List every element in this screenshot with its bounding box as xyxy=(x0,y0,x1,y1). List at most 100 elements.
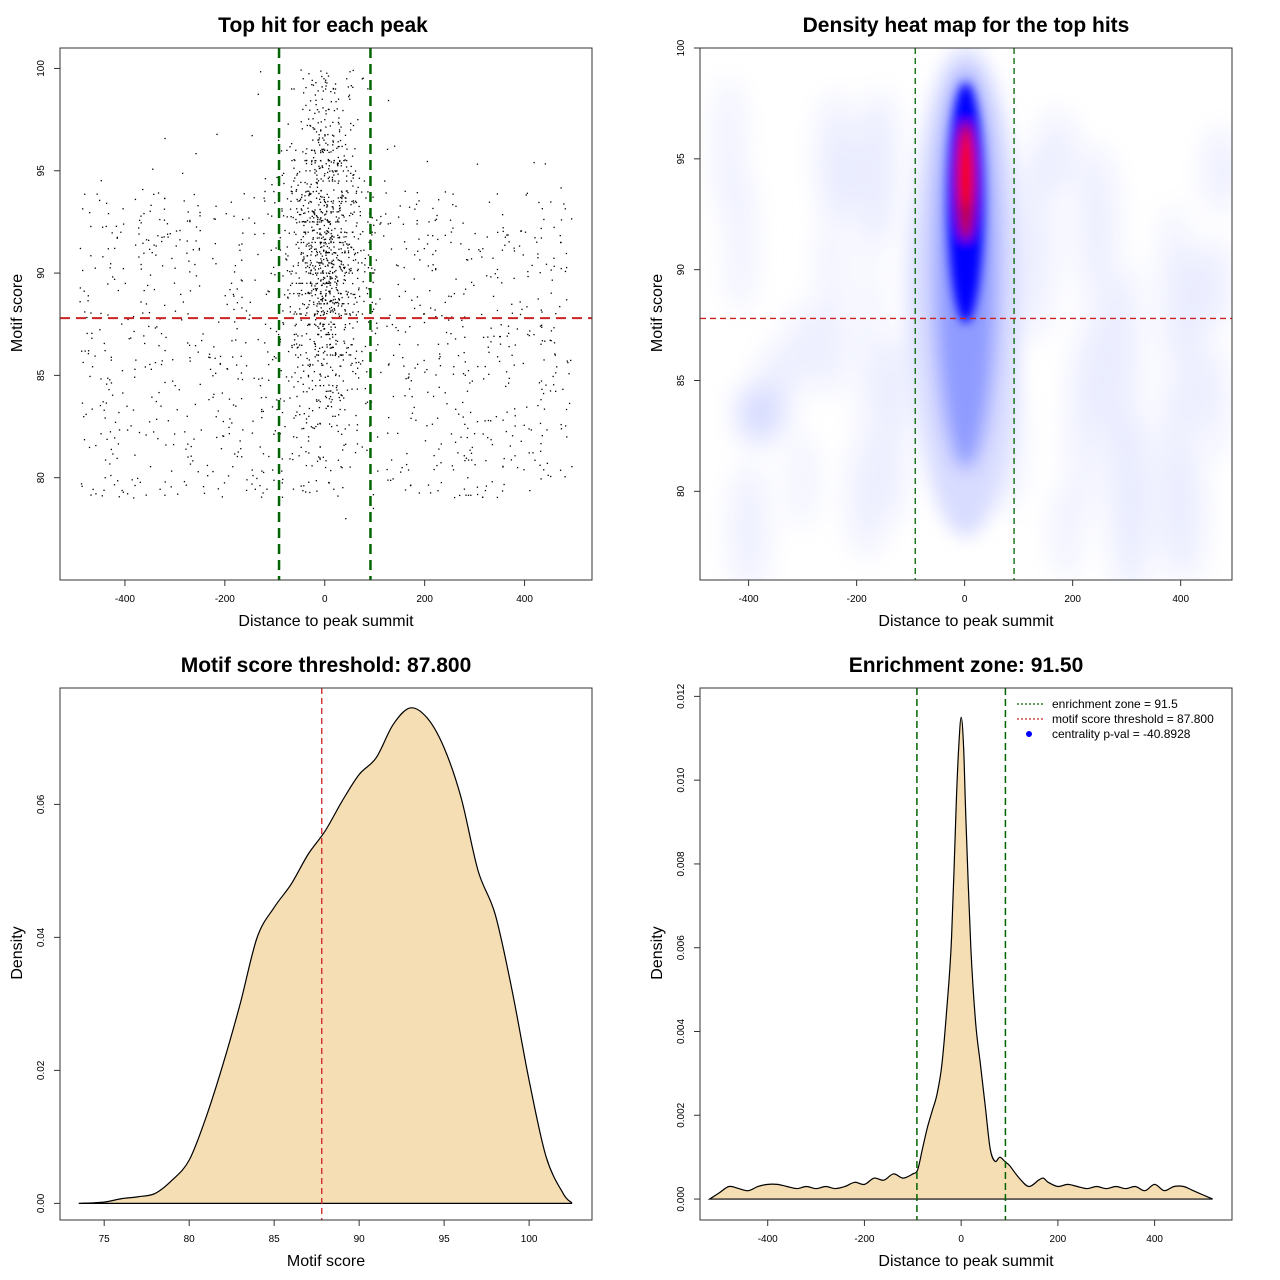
scatter-point xyxy=(145,303,148,305)
scatter-point xyxy=(307,364,309,366)
scatter-point xyxy=(305,271,307,273)
scatter-point xyxy=(337,182,339,184)
scatter-point xyxy=(289,397,291,399)
scatter-point xyxy=(564,208,566,210)
scatter-point xyxy=(240,279,242,281)
scatter-point xyxy=(86,316,88,319)
scatter-point xyxy=(232,293,235,296)
scatter-point xyxy=(338,375,341,377)
scatter-point xyxy=(325,113,327,115)
scatter-point xyxy=(402,223,405,225)
scatter-point xyxy=(305,162,308,165)
scatter-point xyxy=(323,148,325,150)
scatter-point xyxy=(329,223,332,225)
scatter-point xyxy=(434,219,436,222)
scatter-point xyxy=(297,264,299,267)
scatter-point xyxy=(298,282,300,285)
scatter-point xyxy=(404,489,407,491)
scatter-point xyxy=(502,419,504,421)
scatter-point xyxy=(222,420,224,423)
scatter-point xyxy=(343,159,345,162)
scatter-point xyxy=(432,395,435,398)
scatter-point xyxy=(352,327,354,329)
scatter-point xyxy=(358,289,360,291)
scatter-point xyxy=(306,265,309,267)
scatter-point xyxy=(540,450,542,452)
scatter-point xyxy=(110,263,112,265)
scatter-point xyxy=(322,90,325,92)
scatter-point xyxy=(98,199,101,202)
scatter-point xyxy=(336,211,338,213)
y-tick-label: 0.006 xyxy=(676,935,687,960)
scatter-point xyxy=(343,266,345,269)
scatter-point xyxy=(296,174,298,176)
scatter-point xyxy=(126,493,129,495)
scatter-point xyxy=(541,311,543,313)
scatter-point xyxy=(215,416,217,418)
scatter-point xyxy=(217,488,219,490)
scatter-point xyxy=(467,494,470,496)
scatter-point xyxy=(174,267,176,269)
scatter-point xyxy=(541,340,544,342)
scatter-point xyxy=(220,448,223,450)
scatter-point xyxy=(301,344,303,346)
scatter-point xyxy=(212,470,214,473)
scatter-point xyxy=(330,200,333,203)
scatter-point xyxy=(310,201,313,203)
scatter-point xyxy=(537,253,539,255)
scatter-point xyxy=(105,402,107,404)
scatter-point xyxy=(217,410,219,412)
scatter-point xyxy=(313,128,315,130)
scatter-point xyxy=(513,250,516,252)
scatter-point xyxy=(101,495,103,497)
scatter-point xyxy=(336,389,338,391)
scatter-point xyxy=(567,361,569,364)
scatter-point xyxy=(188,344,191,347)
scatter-point xyxy=(107,213,110,215)
scatter-point xyxy=(330,329,332,331)
scatter-point xyxy=(323,276,325,279)
scatter-point xyxy=(293,180,295,182)
scatter-point xyxy=(344,134,347,137)
scatter-point xyxy=(293,292,295,295)
scatter-point xyxy=(338,221,340,223)
scatter-point xyxy=(479,250,481,253)
scatter-point xyxy=(202,333,204,335)
scatter-point xyxy=(322,314,325,316)
scatter-point xyxy=(424,371,426,373)
scatter-point xyxy=(317,297,319,299)
scatter-point xyxy=(88,446,91,449)
scatter-point xyxy=(331,238,333,240)
scatter-point xyxy=(406,452,408,455)
scatter-point xyxy=(315,319,317,321)
scatter-point xyxy=(540,442,542,445)
scatter-point xyxy=(544,163,547,165)
scatter-point xyxy=(298,455,300,457)
scatter-point xyxy=(437,490,439,492)
scatter-point xyxy=(426,425,428,427)
scatter-point xyxy=(318,204,320,206)
scatter-point xyxy=(297,241,299,244)
scatter-point xyxy=(284,425,286,428)
scatter-point xyxy=(330,237,332,239)
scatter-point xyxy=(306,219,309,222)
scatter-point xyxy=(493,335,495,337)
scatter-point xyxy=(323,238,325,241)
scatter-point xyxy=(322,263,324,265)
scatter-point xyxy=(315,274,318,276)
scatter-point xyxy=(329,347,332,349)
scatter-point xyxy=(321,98,323,100)
scatter-point xyxy=(100,378,102,380)
scatter-point xyxy=(175,230,178,232)
scatter-point xyxy=(324,295,327,297)
scatter-point xyxy=(321,295,323,298)
scatter-point xyxy=(337,279,339,282)
scatter-point xyxy=(314,172,316,174)
scatter-point xyxy=(522,254,524,256)
scatter-point xyxy=(293,167,295,169)
scatter-point xyxy=(321,166,324,168)
scatter-point xyxy=(281,208,283,210)
y-tick-label: 95 xyxy=(676,153,687,165)
scatter-point xyxy=(313,221,315,223)
scatter-point xyxy=(181,319,183,321)
